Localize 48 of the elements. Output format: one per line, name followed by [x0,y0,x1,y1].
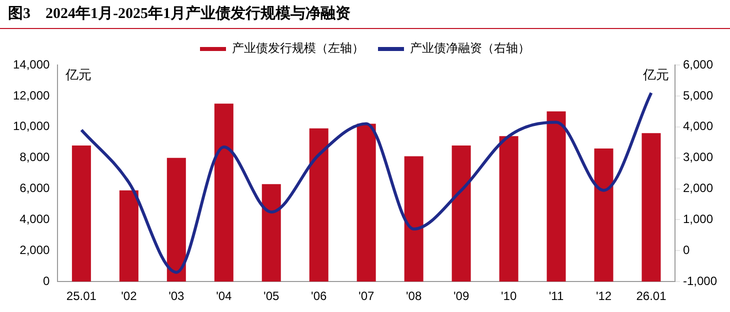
y-tick-label: 8,000 [20,150,50,164]
bar [166,158,186,282]
line-series [80,91,653,274]
x-tick-label: '05 [264,289,280,304]
y-axis-title: 亿元 [64,68,92,83]
bar [404,156,424,282]
y2-tick-label: 2,000 [682,181,714,196]
y-tick-label: 2,000 [20,242,50,257]
y-tick-label: 14,000 [13,57,50,72]
x-tick-label: '08 [406,289,422,304]
bar [499,136,518,282]
bar [642,133,661,282]
y2-tick-label: 5,000 [682,88,714,102]
legend-label: 产业债发行规模（左轴） [232,41,364,56]
y-tick-label: 12,000 [13,88,50,102]
x-tick-label: '03 [168,289,185,304]
bar [546,111,566,282]
y2-tick-label: 6,000 [682,57,714,72]
x-tick-label: '04 [216,289,232,304]
bar [594,148,614,282]
y2-tick-label: 4,000 [682,119,714,134]
y-tick-label: 6,000 [20,181,50,196]
x-tick-label: '11 [548,289,564,304]
x-tick-label: '12 [596,289,612,304]
x-tick-label: '02 [121,289,138,304]
x-tick-label: '09 [453,289,470,304]
y2-tick-label: 1,000 [682,212,714,226]
y-tick-label: 10,000 [13,119,50,134]
x-tick-label: '06 [311,289,327,304]
y2-tick-label: -1,000 [682,274,718,288]
bar [356,124,376,282]
legend-label: 产业债净融资（右轴） [410,41,530,56]
x-tick-label: 26.01 [636,289,667,304]
y-tick-label: 4,000 [20,212,50,226]
y2-axis-title: 亿元 [642,68,669,83]
y2-tick-label: 0 [682,242,690,257]
y-tick-label: 0 [43,274,50,288]
x-tick-label: '07 [358,289,374,304]
chart-title: 图3 2024年1月-2025年1月产业债发行规模与净融资 [0,0,730,29]
bar [309,128,328,282]
bar [72,145,91,282]
bar [119,190,138,282]
y2-tick-label: 3,000 [682,150,714,164]
bar [262,184,281,282]
bar [452,145,471,282]
bar [214,104,234,282]
x-tick-label: '10 [500,289,517,304]
x-tick-label: 25.01 [66,289,97,304]
